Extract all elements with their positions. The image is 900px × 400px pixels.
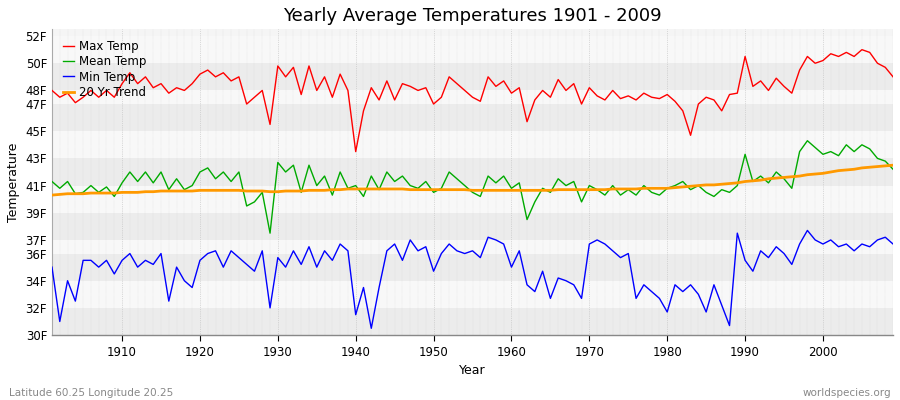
X-axis label: Year: Year [459, 364, 486, 377]
Mean Temp [802, 138, 813, 143]
20 Yr Trend [499, 188, 509, 193]
20 Yr Trend [506, 188, 517, 193]
Min Temp [366, 326, 377, 331]
Min Temp [506, 265, 517, 270]
20 Yr Trend [280, 189, 291, 194]
20 Yr Trend [47, 193, 58, 198]
Min Temp [887, 242, 898, 246]
Mean Temp [514, 180, 525, 185]
Max Temp [350, 149, 361, 154]
Max Temp [506, 91, 517, 96]
Max Temp [887, 74, 898, 79]
Mean Temp [608, 183, 618, 188]
Min Temp [327, 258, 338, 263]
Bar [52, 104, 893, 131]
Mean Temp [109, 194, 120, 199]
Bar [52, 63, 893, 90]
20 Yr Trend [887, 163, 898, 168]
Min Temp [608, 248, 618, 253]
Mean Temp [887, 167, 898, 172]
Bar [52, 308, 893, 335]
Title: Yearly Average Temperatures 1901 - 2009: Yearly Average Temperatures 1901 - 2009 [284, 7, 662, 25]
Line: Max Temp: Max Temp [52, 50, 893, 152]
Legend: Max Temp, Mean Temp, Min Temp, 20 Yr Trend: Max Temp, Mean Temp, Min Temp, 20 Yr Tre… [58, 35, 151, 104]
Bar [52, 36, 893, 63]
Min Temp [802, 228, 813, 233]
Min Temp [109, 272, 120, 276]
Bar [52, 281, 893, 308]
Bar [52, 131, 893, 158]
Line: Min Temp: Min Temp [52, 230, 893, 328]
Min Temp [514, 248, 525, 253]
Y-axis label: Temperature: Temperature [7, 142, 20, 222]
Bar [52, 213, 893, 240]
Max Temp [857, 47, 868, 52]
20 Yr Trend [109, 191, 120, 196]
Bar [52, 240, 893, 254]
Min Temp [47, 265, 58, 270]
Line: 20 Yr Trend: 20 Yr Trend [52, 165, 893, 195]
Mean Temp [265, 231, 275, 236]
Max Temp [47, 88, 58, 93]
20 Yr Trend [599, 187, 610, 192]
Max Temp [327, 95, 338, 100]
Max Temp [514, 85, 525, 90]
Mean Temp [506, 186, 517, 191]
Mean Temp [288, 163, 299, 168]
Mean Temp [335, 170, 346, 174]
Max Temp [109, 95, 120, 100]
Bar [52, 254, 893, 281]
Min Temp [280, 265, 291, 270]
20 Yr Trend [327, 187, 338, 192]
Max Temp [280, 74, 291, 79]
Bar [52, 90, 893, 104]
Max Temp [608, 88, 618, 93]
Mean Temp [47, 179, 58, 184]
Line: Mean Temp: Mean Temp [52, 141, 893, 233]
Bar [52, 158, 893, 186]
Text: worldspecies.org: worldspecies.org [803, 388, 891, 398]
Text: Latitude 60.25 Longitude 20.25: Latitude 60.25 Longitude 20.25 [9, 388, 173, 398]
Bar [52, 186, 893, 213]
